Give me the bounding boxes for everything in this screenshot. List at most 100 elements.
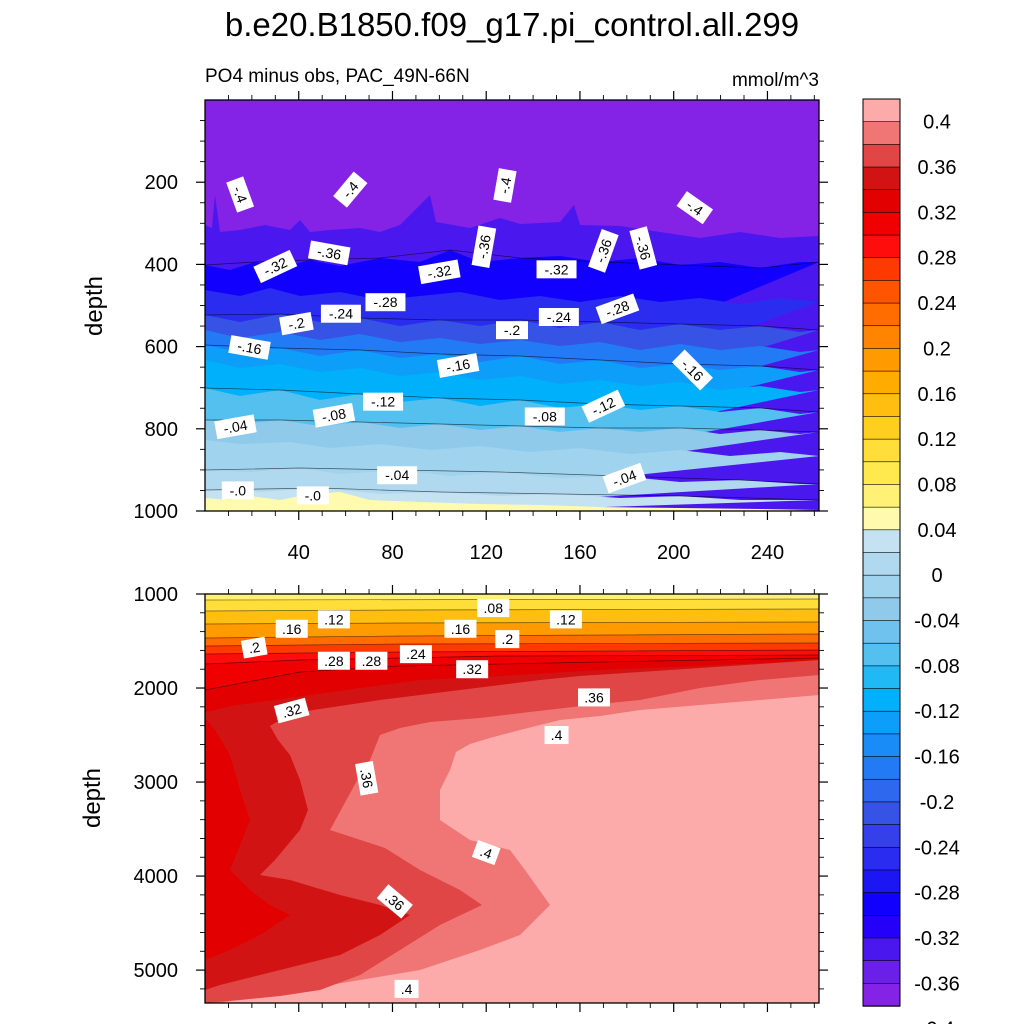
y-tick-label: 1000	[134, 584, 179, 606]
lower-axes: 1000 2000 3000 4000 5000	[134, 584, 828, 1012]
lower-contour-line	[205, 642, 819, 647]
contour-label-box	[221, 481, 254, 500]
lower-contour-labels: .08 .12 .12 .16 .16 .2 .2 .24 .28 .28 .32 .32 .36 .36…	[240, 599, 611, 998]
contour-label-box	[279, 311, 314, 336]
colorbar-swatch	[862, 257, 901, 282]
contour-label-text: .24	[406, 646, 426, 662]
x-tick-label: 120	[470, 542, 503, 564]
contour-label: .28	[355, 651, 388, 670]
lower-contour-line	[205, 621, 819, 625]
contour-label-box	[602, 462, 647, 494]
contour-label: -.2	[496, 321, 528, 340]
colorbar-swatch	[862, 688, 901, 712]
colorbar-swatch	[862, 846, 901, 871]
colorbar-label: -0.32	[914, 928, 960, 950]
contour-label: -.04	[377, 466, 418, 485]
contour-label-box	[296, 486, 329, 505]
lower-contour-line	[205, 657, 819, 691]
contour-label-text: .32	[280, 700, 303, 721]
colorbar-label: -0.36	[914, 973, 960, 995]
contour-label: -.2	[279, 311, 314, 336]
contour-label-box	[538, 308, 579, 327]
y-tick-label: 200	[145, 172, 178, 194]
y-tick-label: 800	[145, 419, 178, 441]
lower-plot-frame	[204, 593, 820, 1004]
colorbar-label: 0.2	[923, 338, 951, 360]
contour-label: -.4	[676, 191, 714, 225]
units-label: mmol/m^3	[732, 70, 819, 91]
colorbar-swatch	[862, 506, 901, 531]
colorbar-swatch	[862, 529, 901, 554]
contour-label: -.04	[602, 462, 647, 494]
upper-y-axis-label: depth	[81, 276, 108, 336]
contour-label-box	[312, 402, 356, 428]
colorbar-frame	[862, 98, 901, 1007]
colorbar-swatch	[862, 212, 901, 236]
contour-label: .4	[394, 979, 419, 998]
colorbar-swatch	[862, 960, 901, 985]
contour-label: -.32	[536, 260, 577, 279]
contour-label-text: -.16	[236, 337, 263, 357]
x-tick-label: 40	[288, 542, 310, 564]
colorbar-label: 0.12	[918, 429, 957, 451]
lower-band-yellow-2	[205, 594, 819, 600]
contour-label: .2	[495, 630, 520, 649]
contour-label-box	[240, 636, 268, 659]
colorbar-swatch	[862, 416, 901, 440]
colorbar-swatch	[862, 189, 901, 214]
upper-panel	[205, 100, 819, 511]
contour-label-text: -.2	[287, 314, 306, 333]
contour-label-text: .32	[462, 661, 482, 677]
lower-band-crimson	[205, 594, 819, 1003]
contour-label-text: -.04	[610, 466, 638, 489]
contour-label: -.28	[595, 293, 640, 325]
contour-label-box	[376, 884, 413, 919]
colorbar-swatch	[862, 438, 901, 463]
colorbar-swatch	[862, 665, 901, 690]
contour-label-box	[365, 293, 406, 312]
contour-label: -.0	[296, 486, 329, 505]
contour-label-box	[581, 389, 626, 423]
contour-label: -.36	[629, 226, 658, 270]
contour-label-text: -.36	[316, 243, 343, 263]
contour-label: -.0	[221, 481, 254, 500]
y-tick-label: 2000	[134, 678, 179, 700]
contour-label-text: -.0	[305, 487, 322, 503]
upper-contour-line	[205, 344, 819, 371]
contour-label-text: .12	[556, 611, 576, 627]
contour-label-box	[418, 259, 461, 285]
contour-label: .2	[240, 636, 268, 659]
colorbar-swatch	[862, 710, 901, 735]
colorbar-label: -0.16	[914, 747, 960, 769]
lower-y-axis-label: depth	[79, 768, 106, 828]
colorbar-swatch	[862, 484, 901, 508]
y-tick-label: 600	[145, 337, 178, 359]
colorbar-swatch	[862, 144, 901, 168]
contour-label-box	[536, 260, 577, 279]
contour-label-box	[307, 240, 351, 266]
colorbar-swatch	[862, 98, 901, 123]
colorbar-swatch	[862, 892, 901, 917]
contour-label-text: .36	[584, 689, 604, 705]
colorbar-label: 0.32	[918, 202, 957, 224]
contour-label: .4	[471, 840, 501, 866]
contour-label: .16	[275, 619, 308, 638]
colorbar-label: 0.36	[918, 157, 957, 179]
contour-label: -.4	[333, 171, 368, 208]
colorbar-swatch	[862, 801, 901, 826]
colorbar-swatch	[862, 869, 901, 894]
y-tick-label: 400	[145, 254, 178, 276]
contour-label-text: -.36	[474, 233, 494, 260]
contour-label-box	[578, 688, 611, 707]
colorbar-swatch	[862, 393, 901, 418]
lower-contour-line	[205, 633, 819, 639]
colorbar-label: 0	[931, 565, 942, 587]
contour-label-box	[253, 249, 298, 284]
contour-label-text: -.08	[533, 408, 557, 424]
contour-label: .4	[544, 726, 569, 745]
colorbar-swatch	[862, 325, 901, 350]
colorbar-swatch	[862, 121, 901, 146]
contour-label-box	[273, 697, 310, 724]
y-tick-label: 1000	[134, 501, 179, 523]
